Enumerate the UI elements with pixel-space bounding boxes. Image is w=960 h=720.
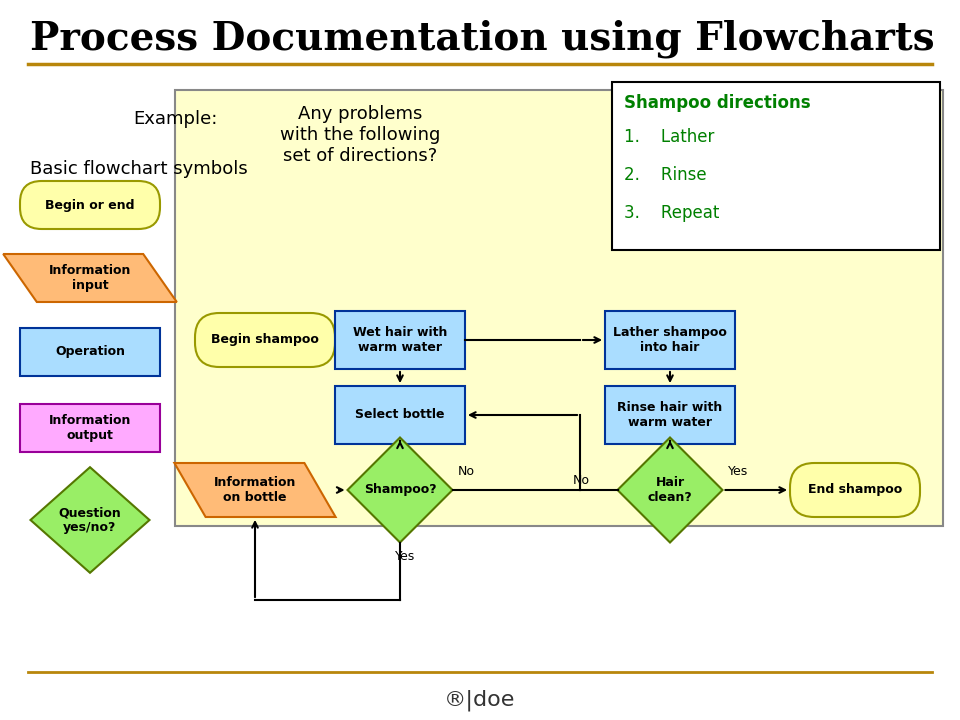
Text: 2.    Rinse: 2. Rinse [624, 166, 707, 184]
FancyBboxPatch shape [335, 386, 465, 444]
Text: Yes: Yes [395, 551, 415, 564]
FancyBboxPatch shape [195, 313, 335, 367]
Text: Select bottle: Select bottle [355, 408, 444, 421]
Text: End shampoo: End shampoo [808, 484, 902, 497]
Polygon shape [348, 438, 452, 542]
Text: Question
yes/no?: Question yes/no? [59, 506, 121, 534]
FancyBboxPatch shape [335, 311, 465, 369]
Text: Hair
clean?: Hair clean? [648, 476, 692, 504]
Text: Information
output: Information output [49, 414, 132, 442]
Text: 1.    Lather: 1. Lather [624, 128, 714, 146]
Text: Rinse hair with
warm water: Rinse hair with warm water [617, 401, 723, 429]
Polygon shape [31, 467, 150, 573]
FancyBboxPatch shape [790, 463, 920, 517]
Text: Information
on bottle: Information on bottle [214, 476, 297, 504]
Text: Begin or end: Begin or end [45, 199, 134, 212]
Text: Information
input: Information input [49, 264, 132, 292]
Text: No: No [458, 465, 474, 478]
Text: Process Documentation using Flowcharts: Process Documentation using Flowcharts [30, 19, 935, 58]
FancyBboxPatch shape [20, 181, 160, 229]
Text: Yes: Yes [728, 465, 748, 478]
FancyBboxPatch shape [20, 404, 160, 452]
Polygon shape [175, 463, 336, 517]
Text: Lather shampoo
into hair: Lather shampoo into hair [613, 326, 727, 354]
Text: Example:: Example: [132, 110, 217, 128]
FancyBboxPatch shape [20, 328, 160, 376]
FancyBboxPatch shape [605, 311, 735, 369]
Text: Begin shampoo: Begin shampoo [211, 333, 319, 346]
Text: Shampoo directions: Shampoo directions [624, 94, 810, 112]
Text: Operation: Operation [55, 346, 125, 359]
Text: Basic flowchart symbols: Basic flowchart symbols [30, 160, 248, 178]
FancyBboxPatch shape [605, 386, 735, 444]
Text: Any problems
with the following
set of directions?: Any problems with the following set of d… [279, 105, 441, 165]
Polygon shape [3, 254, 177, 302]
Text: No: No [572, 474, 589, 487]
Text: Shampoo?: Shampoo? [364, 484, 436, 497]
Polygon shape [617, 438, 723, 542]
Text: Wet hair with
warm water: Wet hair with warm water [353, 326, 447, 354]
FancyBboxPatch shape [175, 90, 943, 526]
Text: ®|doe: ®|doe [444, 689, 516, 711]
Text: 3.    Repeat: 3. Repeat [624, 204, 719, 222]
FancyBboxPatch shape [612, 82, 940, 250]
